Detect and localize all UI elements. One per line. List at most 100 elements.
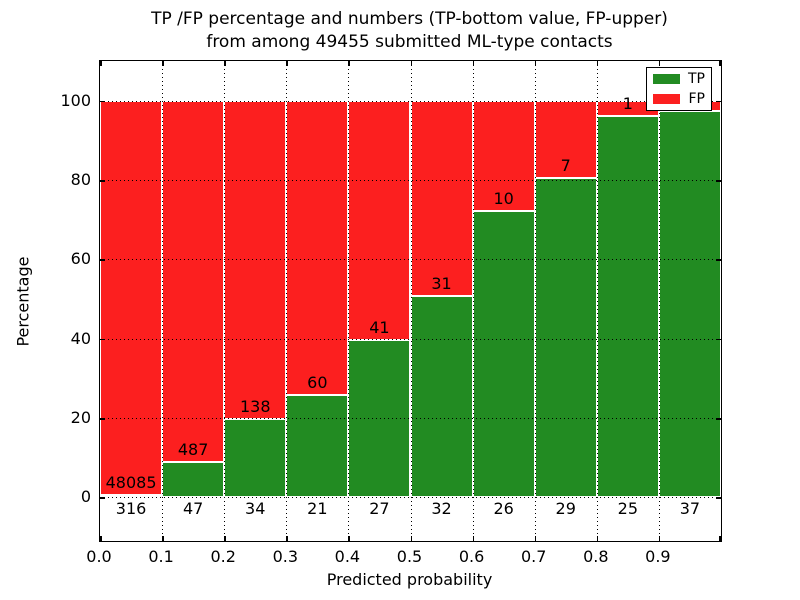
v-gridline bbox=[596, 61, 598, 541]
tp-bar-segment bbox=[224, 418, 287, 498]
y-axis-label: Percentage bbox=[13, 256, 33, 347]
x-tick-label: 0.1 bbox=[148, 547, 174, 566]
x-tick-label: 0.2 bbox=[210, 547, 236, 566]
y-tick-mark bbox=[716, 100, 721, 103]
y-tick-mark bbox=[100, 180, 105, 182]
fp-bar-segment bbox=[534, 100, 597, 178]
fp-value-label: 48085 bbox=[105, 472, 157, 492]
x-tick-mark bbox=[348, 536, 350, 541]
v-gridline bbox=[658, 61, 660, 541]
x-tick-label: 0.0 bbox=[86, 547, 112, 566]
y-tick-mark bbox=[716, 180, 721, 182]
tp-value-label: 29 bbox=[555, 499, 576, 519]
tp-bar-segment bbox=[658, 110, 721, 498]
fp-value-label: 487 bbox=[177, 440, 209, 460]
x-tick-mark bbox=[534, 536, 537, 541]
y-tick-label: 60 bbox=[70, 249, 91, 269]
tp-bar-segment bbox=[162, 462, 225, 498]
y-tick-mark bbox=[100, 338, 105, 341]
y-tick-label: 80 bbox=[70, 170, 91, 189]
tp-value-label: 316 bbox=[115, 499, 147, 519]
x-tick-mark bbox=[286, 61, 288, 66]
legend: TP FP bbox=[646, 67, 712, 111]
tp-value-label: 32 bbox=[431, 499, 452, 519]
plot-area: 48085 316 487 47 138 34 60 21 41 27 31 32 10 26 7 29 1 25… bbox=[99, 60, 722, 542]
tp-bar-segment bbox=[534, 177, 597, 498]
fp-swatch-icon bbox=[653, 93, 680, 104]
y-tick-mark bbox=[100, 418, 105, 420]
fp-bar-segment bbox=[348, 100, 411, 340]
x-tick-mark bbox=[410, 61, 412, 66]
fp-bar-segment bbox=[100, 100, 163, 495]
v-gridline bbox=[410, 61, 412, 541]
y-tick-mark bbox=[716, 497, 721, 499]
y-tick-mark bbox=[100, 497, 105, 499]
tp-value-label: 21 bbox=[307, 499, 328, 519]
chart-title: TP /FP percentage and numbers (TP-bottom… bbox=[99, 8, 720, 54]
y-tick-label: 40 bbox=[70, 328, 91, 348]
tp-bar-segment bbox=[472, 210, 535, 498]
x-tick-label: 0.7 bbox=[520, 547, 547, 566]
x-tick-mark bbox=[658, 61, 661, 66]
x-tick-mark bbox=[472, 536, 475, 541]
fp-value-label: 31 bbox=[431, 273, 452, 293]
tp-value-label: 25 bbox=[617, 499, 639, 519]
tp-value-label: 34 bbox=[245, 499, 266, 519]
tp-bar-segment bbox=[410, 295, 473, 498]
fp-bar-segment bbox=[472, 100, 535, 211]
tp-swatch-icon bbox=[653, 74, 680, 85]
x-tick-mark bbox=[596, 61, 599, 66]
y-tick-label: 20 bbox=[70, 408, 91, 428]
tp-value-label: 37 bbox=[679, 499, 701, 519]
y-tick-mark bbox=[716, 259, 721, 261]
fp-value-label: 7 bbox=[560, 155, 571, 175]
legend-label-tp: TP bbox=[688, 71, 705, 88]
y-tick-mark bbox=[100, 259, 105, 261]
tp-value-label: 47 bbox=[182, 499, 204, 519]
x-tick-label: 0.5 bbox=[396, 547, 423, 566]
x-tick-label: 0.9 bbox=[645, 547, 671, 566]
x-tick-label: 0.3 bbox=[272, 547, 299, 566]
v-gridline bbox=[534, 61, 536, 541]
v-gridline bbox=[224, 61, 226, 541]
v-gridline bbox=[286, 61, 288, 541]
x-tick-mark bbox=[472, 61, 475, 66]
y-tick-label: 0 bbox=[80, 487, 91, 507]
legend-entry-fp: FP bbox=[647, 91, 711, 107]
x-axis-label: Predicted probability bbox=[326, 570, 493, 589]
v-gridline bbox=[348, 61, 350, 541]
x-tick-mark bbox=[348, 61, 350, 66]
x-tick-mark bbox=[719, 61, 721, 66]
x-tick-mark bbox=[100, 536, 102, 541]
x-tick-mark bbox=[596, 536, 599, 541]
fp-bar-segment bbox=[162, 100, 225, 463]
fp-value-label: 60 bbox=[307, 372, 328, 392]
x-tick-mark bbox=[719, 536, 721, 541]
y-tick-mark bbox=[716, 338, 721, 341]
chart-title-line2: from among 49455 submitted ML-type conta… bbox=[206, 32, 613, 52]
tp-bar-segment bbox=[596, 115, 659, 498]
tp-value-label: 26 bbox=[493, 499, 514, 519]
fp-bar-segment bbox=[410, 100, 473, 296]
x-tick-label: 0.8 bbox=[583, 547, 609, 566]
y-tick-mark bbox=[100, 100, 105, 103]
tp-bar-segment bbox=[100, 494, 163, 498]
x-tick-mark bbox=[224, 536, 226, 541]
x-tick-mark bbox=[410, 536, 412, 541]
fp-value-label: 138 bbox=[239, 396, 271, 416]
legend-entry-tp: TP bbox=[647, 71, 711, 87]
x-tick-mark bbox=[100, 61, 102, 66]
fp-value-label: 1 bbox=[622, 93, 633, 113]
v-gridline bbox=[162, 61, 164, 541]
fp-value-label: 10 bbox=[493, 188, 514, 208]
x-tick-mark bbox=[162, 61, 164, 66]
x-tick-label: 0.4 bbox=[334, 547, 361, 566]
x-tick-mark bbox=[534, 61, 537, 66]
fp-bar-segment bbox=[286, 100, 349, 395]
y-tick-mark bbox=[716, 418, 721, 420]
tp-value-label: 27 bbox=[369, 499, 390, 519]
v-gridline bbox=[472, 61, 474, 541]
x-tick-mark bbox=[286, 536, 288, 541]
x-tick-mark bbox=[224, 61, 226, 66]
